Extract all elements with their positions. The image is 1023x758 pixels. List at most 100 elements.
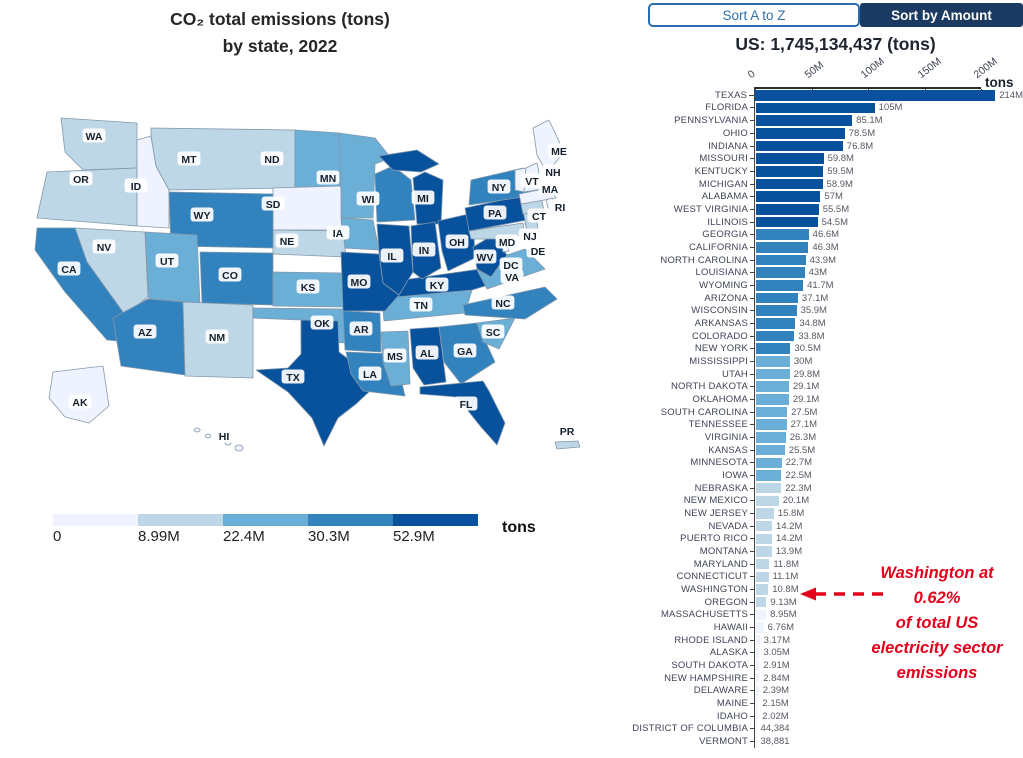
state-label-IN: IN bbox=[412, 242, 436, 257]
row-tick-mark bbox=[750, 310, 755, 312]
bar-state-label: OKLAHOMA bbox=[692, 393, 748, 405]
bar[interactable] bbox=[756, 457, 782, 468]
state-label-CO: CO bbox=[218, 267, 242, 282]
bar-row-alabama: ALABAMA 57M bbox=[632, 190, 1023, 203]
svg-text:NJ: NJ bbox=[523, 231, 537, 243]
bar[interactable] bbox=[756, 432, 786, 443]
bar[interactable] bbox=[756, 242, 809, 253]
bar[interactable] bbox=[755, 90, 996, 101]
svg-text:TN: TN bbox=[414, 300, 428, 312]
bar[interactable] bbox=[756, 394, 789, 405]
bar[interactable] bbox=[756, 166, 824, 177]
bar-value-label: 43.9M bbox=[809, 254, 836, 266]
svg-text:KS: KS bbox=[301, 282, 316, 294]
bar[interactable] bbox=[756, 356, 790, 367]
bar-row-kansas: KANSAS 25.5M bbox=[632, 444, 1023, 457]
svg-text:AL: AL bbox=[420, 348, 435, 360]
bar[interactable] bbox=[756, 204, 819, 215]
state-FL[interactable] bbox=[419, 380, 506, 446]
bar[interactable] bbox=[756, 419, 787, 430]
bar-value-label: 30.5M bbox=[794, 343, 821, 355]
state-TX[interactable] bbox=[255, 319, 372, 447]
bar-state-label: INDIANA bbox=[708, 140, 748, 152]
bar[interactable] bbox=[756, 482, 782, 494]
bar[interactable] bbox=[756, 115, 853, 126]
row-tick-mark bbox=[750, 626, 755, 628]
bar[interactable] bbox=[756, 280, 804, 291]
bar[interactable] bbox=[756, 546, 772, 557]
svg-text:KY: KY bbox=[430, 280, 445, 292]
bar[interactable] bbox=[756, 634, 760, 646]
state-PR[interactable] bbox=[554, 440, 581, 450]
bar[interactable] bbox=[756, 736, 757, 747]
row-tick-mark bbox=[750, 652, 755, 654]
bar[interactable] bbox=[756, 495, 779, 507]
bar-state-label: MINNESOTA bbox=[690, 457, 748, 469]
state-WY[interactable] bbox=[168, 191, 274, 249]
bar[interactable] bbox=[756, 128, 845, 139]
bar[interactable] bbox=[756, 305, 797, 316]
bar[interactable] bbox=[756, 596, 767, 608]
svg-text:NV: NV bbox=[97, 242, 112, 254]
bar[interactable] bbox=[756, 609, 767, 621]
bar-row-michigan: MICHIGAN 58.9M bbox=[632, 178, 1023, 191]
bar[interactable] bbox=[756, 444, 785, 456]
bar[interactable] bbox=[756, 102, 875, 114]
state-MI-up[interactable] bbox=[378, 149, 440, 173]
bar[interactable] bbox=[756, 368, 790, 380]
sort-by-amount-button[interactable]: Sort by Amount bbox=[860, 3, 1023, 27]
bar[interactable] bbox=[756, 622, 764, 633]
sort-a-to-z-button[interactable]: Sort A to Z bbox=[648, 3, 860, 27]
svg-text:VT: VT bbox=[525, 176, 539, 188]
bar[interactable] bbox=[756, 533, 773, 545]
bar-value-label: 3.05M bbox=[763, 647, 790, 659]
bar[interactable] bbox=[756, 267, 805, 278]
bar[interactable] bbox=[756, 254, 806, 266]
bar[interactable] bbox=[756, 584, 769, 595]
bar[interactable] bbox=[756, 381, 789, 392]
bar[interactable] bbox=[756, 520, 773, 532]
bar[interactable] bbox=[756, 508, 774, 519]
bar[interactable] bbox=[756, 571, 769, 583]
row-tick-mark bbox=[750, 588, 755, 590]
bar[interactable] bbox=[756, 660, 760, 671]
state-label-WA: WA bbox=[82, 128, 106, 143]
state-MN[interactable] bbox=[338, 132, 392, 219]
svg-text:NH: NH bbox=[545, 167, 560, 179]
bar[interactable] bbox=[756, 406, 788, 418]
bar[interactable] bbox=[756, 710, 759, 722]
bar[interactable] bbox=[756, 647, 760, 659]
bar[interactable] bbox=[756, 672, 760, 684]
bar[interactable] bbox=[756, 343, 791, 354]
bar[interactable] bbox=[756, 558, 770, 570]
bar[interactable] bbox=[756, 229, 809, 240]
row-tick-mark bbox=[750, 348, 755, 350]
bar[interactable] bbox=[756, 723, 757, 735]
bar-state-label: UTAH bbox=[722, 368, 748, 380]
bar[interactable] bbox=[756, 191, 821, 202]
bar[interactable] bbox=[756, 153, 824, 164]
bar-state-label: MASSACHUSETTS bbox=[660, 609, 748, 621]
bar-state-label: MISSISSIPPI bbox=[689, 355, 748, 367]
bar-row-virginia: VIRGINIA 26.3M bbox=[632, 431, 1023, 444]
bar[interactable] bbox=[756, 698, 759, 709]
row-tick-mark bbox=[750, 107, 755, 109]
row-tick-mark bbox=[750, 740, 755, 742]
state-label-ND: ND bbox=[260, 151, 284, 166]
bar-row-pennsylvania: PENNSYLVANIA 85.1M bbox=[632, 114, 1023, 127]
bar-row-nebraska: NEBRASKA 22.3M bbox=[632, 482, 1023, 495]
bar[interactable] bbox=[756, 470, 782, 481]
bar[interactable] bbox=[756, 140, 843, 152]
state-label-AR: AR bbox=[349, 321, 373, 336]
bar[interactable] bbox=[756, 292, 798, 304]
bar[interactable] bbox=[756, 216, 818, 228]
bar-value-label: 30M bbox=[793, 355, 813, 367]
bar[interactable] bbox=[756, 318, 796, 329]
bar-row-maine: MAINE 2.15M bbox=[632, 697, 1023, 710]
bar[interactable] bbox=[756, 330, 795, 342]
bar[interactable] bbox=[756, 685, 759, 697]
bar[interactable] bbox=[756, 178, 823, 190]
state-WA[interactable] bbox=[60, 117, 138, 171]
svg-text:WV: WV bbox=[477, 252, 494, 264]
state-WI[interactable] bbox=[374, 165, 416, 223]
